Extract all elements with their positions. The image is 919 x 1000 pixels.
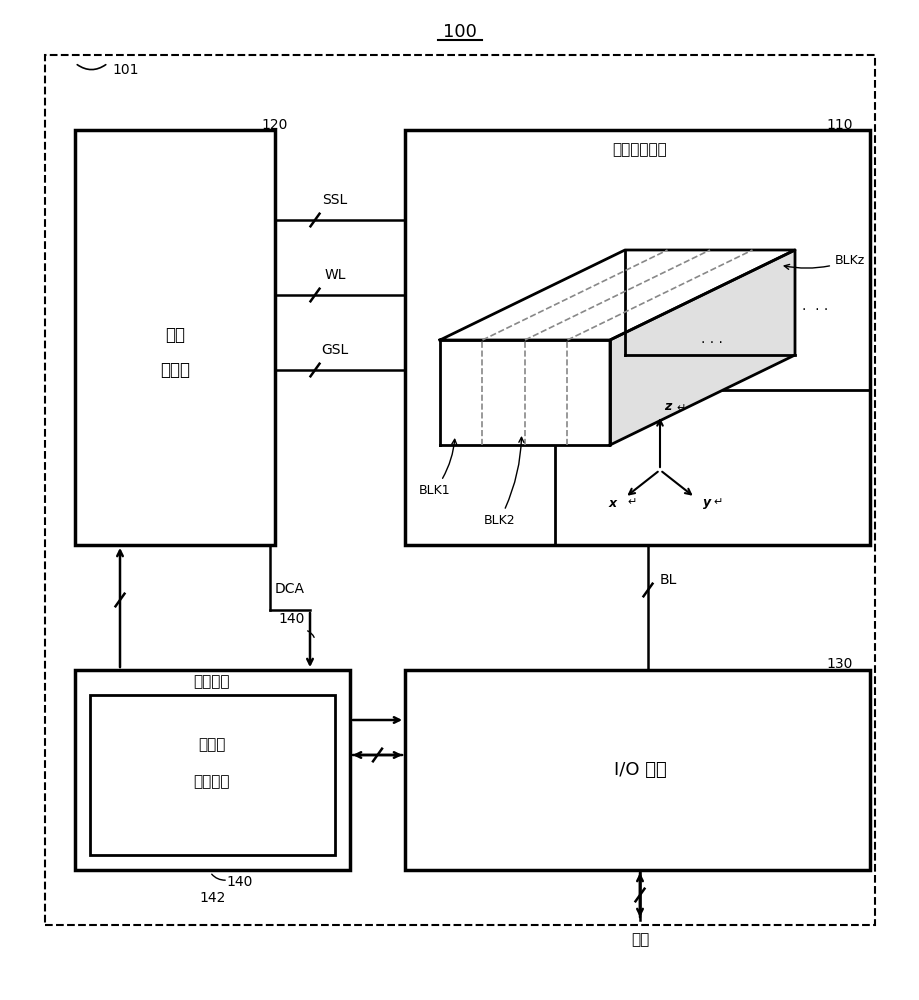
Text: 110: 110 bbox=[826, 118, 852, 132]
Text: 地址: 地址 bbox=[165, 326, 185, 344]
Bar bbox=[90, 695, 335, 855]
Text: BLKz: BLKz bbox=[783, 253, 864, 269]
Bar bbox=[554, 390, 869, 545]
Bar bbox=[75, 130, 275, 545]
Text: 读取模式: 读取模式 bbox=[194, 774, 230, 790]
Text: 解码器: 解码器 bbox=[160, 361, 190, 379]
Text: 101: 101 bbox=[112, 63, 139, 77]
Bar bbox=[404, 670, 869, 870]
Text: 130: 130 bbox=[826, 657, 852, 671]
Text: DCA: DCA bbox=[275, 582, 305, 596]
Text: 140: 140 bbox=[227, 875, 253, 889]
Text: ·  · ·: · · · bbox=[801, 303, 827, 317]
Text: ↵: ↵ bbox=[712, 497, 721, 508]
Text: 控制逻辑: 控制逻辑 bbox=[194, 674, 230, 690]
Text: 140: 140 bbox=[278, 612, 305, 626]
Text: 120: 120 bbox=[262, 118, 288, 132]
Text: BL: BL bbox=[659, 573, 676, 587]
Text: SSL: SSL bbox=[322, 193, 347, 207]
Text: ↵: ↵ bbox=[627, 497, 636, 508]
Bar bbox=[45, 55, 874, 925]
Text: z: z bbox=[664, 400, 671, 414]
Text: ↵: ↵ bbox=[675, 403, 685, 413]
Text: BLK1: BLK1 bbox=[419, 439, 456, 496]
Text: 100: 100 bbox=[443, 23, 476, 41]
Text: BLK2: BLK2 bbox=[483, 437, 523, 526]
Text: GSL: GSL bbox=[321, 343, 348, 357]
Text: 存储单元阵列: 存储单元阵列 bbox=[612, 143, 666, 158]
Text: y: y bbox=[702, 496, 710, 509]
Bar bbox=[75, 670, 349, 870]
Bar bbox=[404, 130, 869, 545]
Text: 免干扰: 免干扰 bbox=[199, 737, 225, 752]
Text: 数据: 数据 bbox=[630, 932, 649, 947]
Text: x: x bbox=[608, 497, 617, 510]
Text: WL: WL bbox=[323, 268, 346, 282]
Text: · · ·: · · · bbox=[700, 336, 722, 350]
Polygon shape bbox=[609, 250, 794, 445]
Polygon shape bbox=[439, 340, 609, 445]
Text: I/O 电路: I/O 电路 bbox=[613, 761, 665, 779]
Text: 142: 142 bbox=[199, 891, 226, 905]
Polygon shape bbox=[439, 250, 794, 340]
